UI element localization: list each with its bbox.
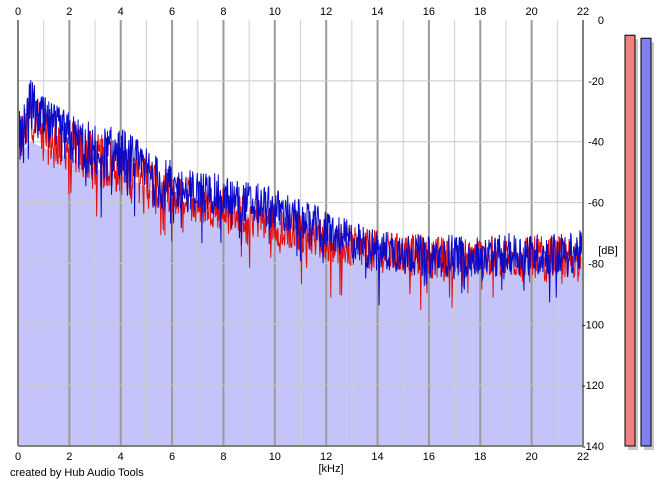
x-tick-label-top: 12 xyxy=(320,6,332,18)
x-tick-label-bottom: 12 xyxy=(320,451,332,463)
x-tick-label-top: 6 xyxy=(169,6,175,18)
x-tick-label-bottom: 20 xyxy=(526,451,538,463)
credit-text: created by Hub Audio Tools xyxy=(10,467,144,479)
y-tick-label: -40 xyxy=(588,137,604,149)
x-tick-label-bottom: 0 xyxy=(15,451,21,463)
x-tick-label-bottom: 4 xyxy=(118,451,124,463)
x-tick-label-top: 16 xyxy=(423,6,435,18)
x-tick-label-bottom: 6 xyxy=(169,451,175,463)
y-tick-label: 0 xyxy=(598,15,604,27)
y-tick-label: -140 xyxy=(582,441,604,453)
x-tick-label-top: 2 xyxy=(66,6,72,18)
y-tick-label: -80 xyxy=(588,258,604,270)
x-tick-label-bottom: 22 xyxy=(577,451,589,463)
y-tick-label: -120 xyxy=(582,380,604,392)
x-tick-label-top: 0 xyxy=(15,6,21,18)
x-tick-label-bottom: 14 xyxy=(371,451,383,463)
x-tick-label-bottom: 16 xyxy=(423,451,435,463)
x-tick-label-top: 4 xyxy=(118,6,124,18)
y-tick-label: -60 xyxy=(588,198,604,210)
y-tick-label: -20 xyxy=(588,76,604,88)
x-tick-label-top: 18 xyxy=(474,6,486,18)
x-tick-label-top: 8 xyxy=(220,6,226,18)
x-tick-label-top: 14 xyxy=(371,6,383,18)
x-tick-label-bottom: 18 xyxy=(474,451,486,463)
level-meter-right xyxy=(640,37,652,447)
series-right-channel xyxy=(17,80,584,306)
x-tick-label-bottom: 8 xyxy=(220,451,226,463)
x-tick-label-bottom: 2 xyxy=(66,451,72,463)
x-tick-label-top: 10 xyxy=(269,6,281,18)
x-tick-label-top: 20 xyxy=(526,6,538,18)
x-tick-label-top: 22 xyxy=(577,6,589,18)
level-meter-left xyxy=(624,34,636,447)
x-axis-unit: [kHz] xyxy=(318,463,343,475)
y-axis-unit: [dB] xyxy=(598,245,618,257)
x-tick-label-bottom: 10 xyxy=(269,451,281,463)
y-tick-label: -100 xyxy=(582,319,604,331)
